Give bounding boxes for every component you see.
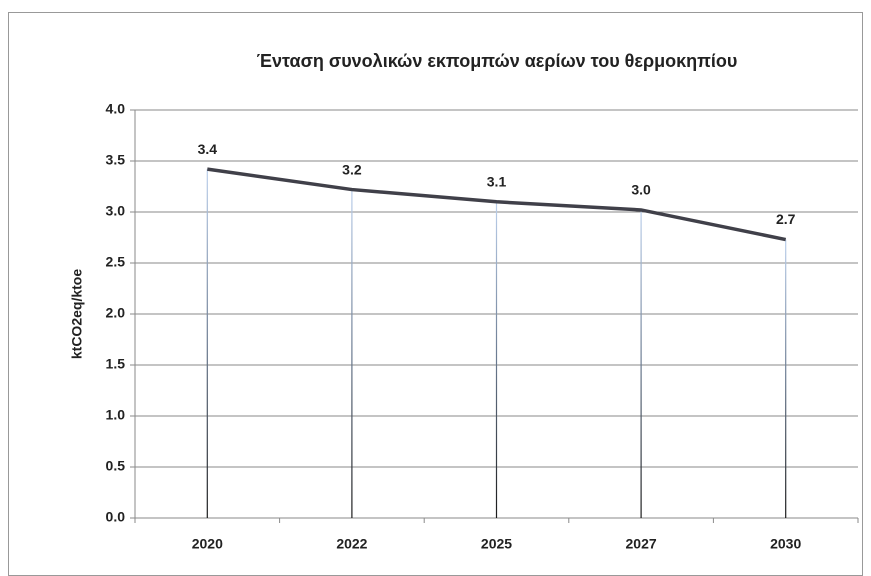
drop-line	[785, 239, 787, 519]
x-tick-label: 2022	[336, 536, 367, 552]
x-tick-label: 2027	[626, 536, 657, 552]
value-label: 3.0	[631, 182, 651, 198]
drop-line	[206, 169, 208, 518]
drop-line	[495, 201, 498, 519]
y-tick-label: 3.5	[106, 152, 126, 168]
y-tick-label: 2.5	[106, 254, 126, 270]
chart-frame	[8, 12, 863, 576]
y-tick-label: 1.0	[106, 407, 126, 423]
x-tick-label: 2020	[192, 536, 223, 552]
x-tick-label: 2030	[770, 536, 801, 552]
value-label: 3.1	[487, 174, 507, 190]
chart-title: Ένταση συνολικών εκπομπών αερίων του θερ…	[257, 51, 738, 71]
data-line	[207, 167, 787, 242]
y-tick-label: 2.0	[106, 305, 126, 321]
y-tick-label: 4.0	[106, 101, 126, 117]
value-label: 3.2	[342, 161, 362, 177]
y-axis-label: ktCO2eq/ktoe	[69, 269, 85, 359]
drop-line	[351, 189, 353, 518]
y-tick-label: 0.0	[106, 509, 126, 525]
value-label: 2.7	[776, 211, 796, 227]
y-tick-label: 0.5	[106, 458, 126, 474]
x-tick-label: 2025	[481, 536, 512, 552]
y-tick-label: 1.5	[106, 356, 126, 372]
y-tick-label: 3.0	[106, 203, 126, 219]
value-label: 3.4	[198, 141, 218, 157]
drop-line	[640, 209, 642, 518]
